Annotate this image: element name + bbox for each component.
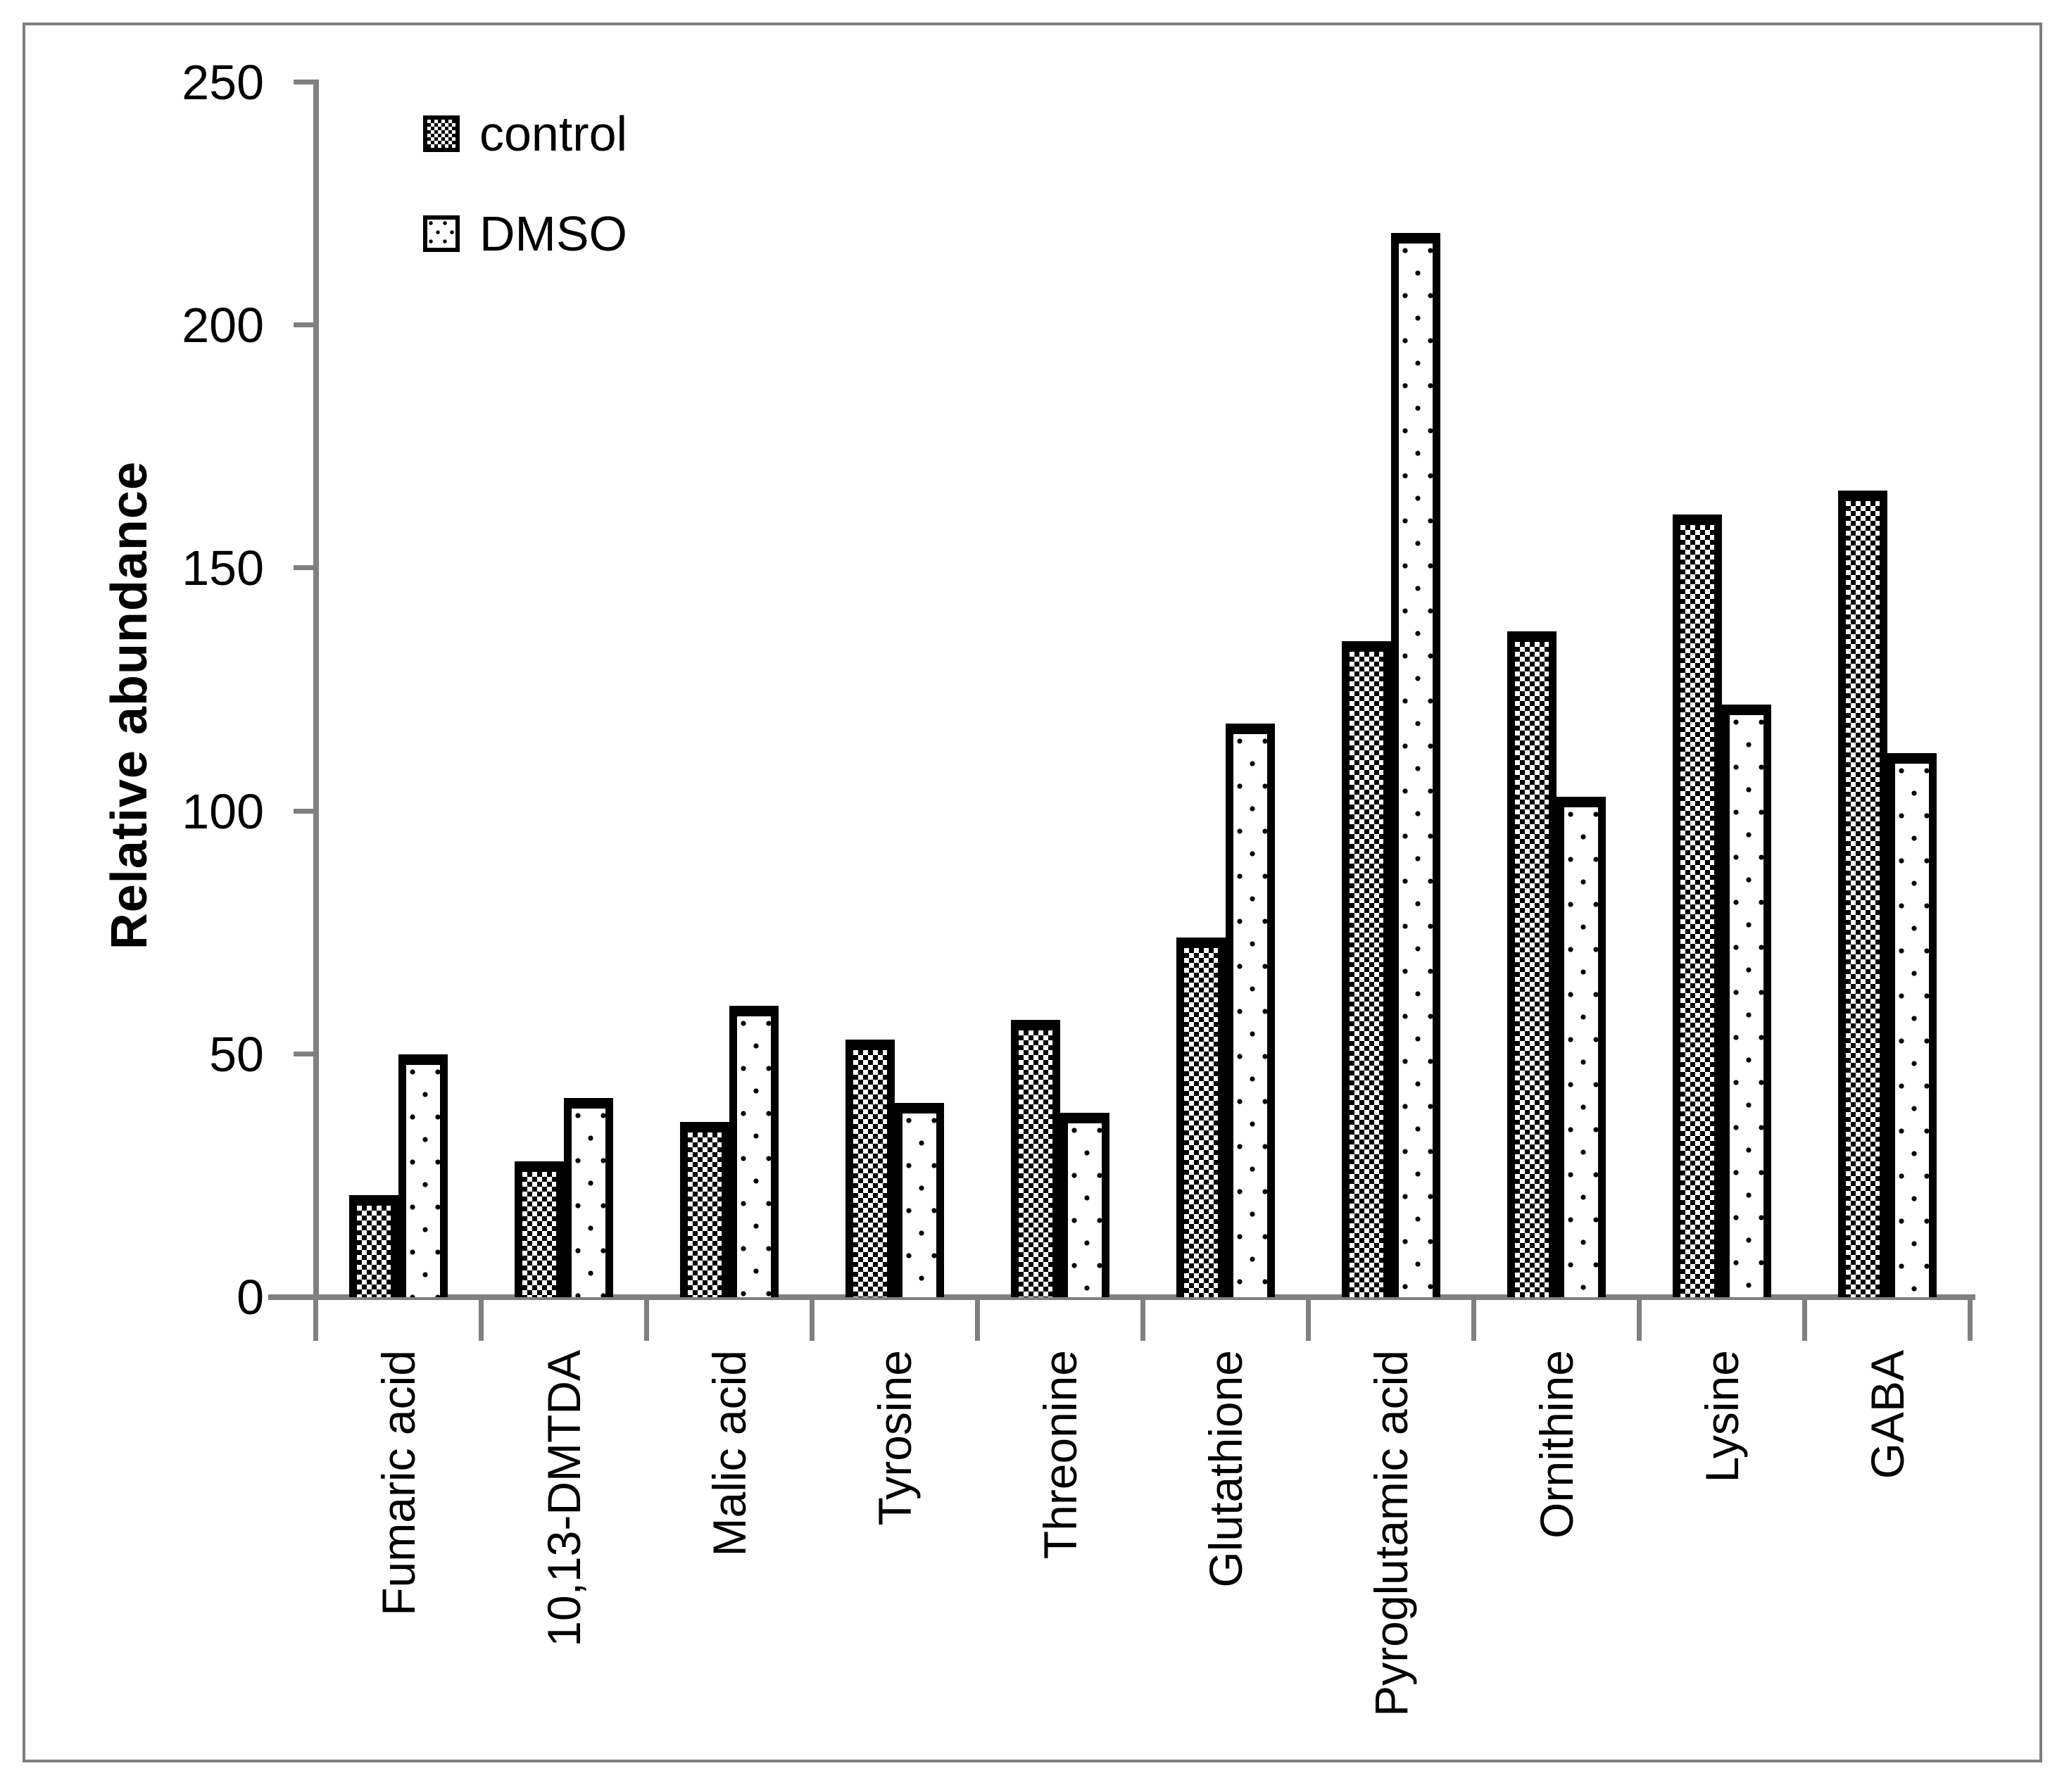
x-axis-line bbox=[268, 1294, 1975, 1300]
y-tick-label-0: 0 bbox=[237, 1270, 264, 1325]
y-tick-label-150: 150 bbox=[182, 541, 264, 596]
x-tick-7 bbox=[1471, 1297, 1476, 1341]
x-category-label-glutathione: Glutathione bbox=[1200, 1350, 1252, 1588]
x-category-label-gaba: GABA bbox=[1861, 1350, 1913, 1479]
y-tick-label-200: 200 bbox=[182, 298, 264, 353]
x-category-label-ornithine: Ornithine bbox=[1530, 1350, 1583, 1539]
y-tick-200 bbox=[294, 322, 313, 328]
x-category-label-tyrosine: Tyrosine bbox=[869, 1350, 921, 1526]
bar-dmso-glutathione bbox=[1226, 724, 1275, 1297]
legend-item-control: control bbox=[423, 107, 627, 160]
bar-control-gaba bbox=[1838, 491, 1887, 1297]
y-tick-250 bbox=[294, 80, 313, 84]
legend-label-dmso: DMSO bbox=[479, 206, 627, 261]
x-category-label-10-13-dmtda: 10,13-DMTDA bbox=[538, 1350, 590, 1647]
bar-dmso-10-13-dmtda bbox=[564, 1098, 613, 1297]
y-tick-100 bbox=[294, 808, 313, 814]
y-tick-label-100: 100 bbox=[182, 783, 264, 839]
bar-dmso-tyrosine bbox=[895, 1103, 944, 1297]
bar-control-glutathione bbox=[1176, 938, 1226, 1297]
x-tick-5 bbox=[1140, 1297, 1145, 1341]
bar-control-fumaric-acid bbox=[349, 1195, 398, 1297]
bar-control-threonine bbox=[1011, 1020, 1060, 1297]
bar-control-malic-acid bbox=[680, 1122, 729, 1297]
x-tick-0 bbox=[313, 1297, 318, 1341]
y-tick-150 bbox=[294, 565, 313, 571]
x-tick-6 bbox=[1306, 1297, 1311, 1341]
legend-item-dmso: DMSO bbox=[423, 207, 627, 260]
y-axis-title: Relative abundance bbox=[101, 461, 158, 950]
bar-dmso-fumaric-acid bbox=[398, 1054, 448, 1297]
legend-swatch-control bbox=[423, 115, 460, 152]
x-tick-4 bbox=[975, 1297, 980, 1341]
x-tick-10 bbox=[1968, 1297, 1973, 1341]
bar-control-10-13-dmtda bbox=[515, 1161, 564, 1297]
x-tick-2 bbox=[644, 1297, 649, 1341]
y-tick-50 bbox=[294, 1051, 313, 1056]
bar-dmso-pyroglutamic-acid bbox=[1391, 233, 1440, 1297]
x-category-label-malic-acid: Malic acid bbox=[703, 1350, 755, 1557]
bar-control-lysine bbox=[1673, 515, 1722, 1297]
bar-control-tyrosine bbox=[845, 1040, 895, 1297]
x-category-label-pyroglutamic-acid: Pyroglutamic acid bbox=[1365, 1350, 1417, 1717]
bar-dmso-lysine bbox=[1722, 705, 1771, 1297]
x-tick-8 bbox=[1637, 1297, 1642, 1341]
bar-dmso-ornithine bbox=[1557, 797, 1606, 1297]
bar-control-pyroglutamic-acid bbox=[1342, 641, 1391, 1297]
x-category-label-threonine: Threonine bbox=[1034, 1350, 1086, 1560]
bar-dmso-gaba bbox=[1887, 753, 1937, 1297]
bar-control-ornithine bbox=[1507, 631, 1557, 1297]
y-tick-label-250: 250 bbox=[182, 55, 264, 110]
x-tick-9 bbox=[1802, 1297, 1807, 1341]
bar-dmso-malic-acid bbox=[729, 1006, 779, 1297]
x-tick-1 bbox=[479, 1297, 484, 1341]
bar-dmso-threonine bbox=[1060, 1113, 1109, 1297]
x-tick-3 bbox=[810, 1297, 815, 1341]
legend-label-control: control bbox=[479, 106, 628, 161]
y-tick-label-50: 50 bbox=[209, 1026, 264, 1082]
x-category-label-lysine: Lysine bbox=[1696, 1350, 1748, 1483]
x-category-label-fumaric-acid: Fumaric acid bbox=[372, 1350, 425, 1616]
y-axis-line bbox=[313, 80, 319, 1300]
legend-swatch-dmso bbox=[423, 215, 460, 252]
